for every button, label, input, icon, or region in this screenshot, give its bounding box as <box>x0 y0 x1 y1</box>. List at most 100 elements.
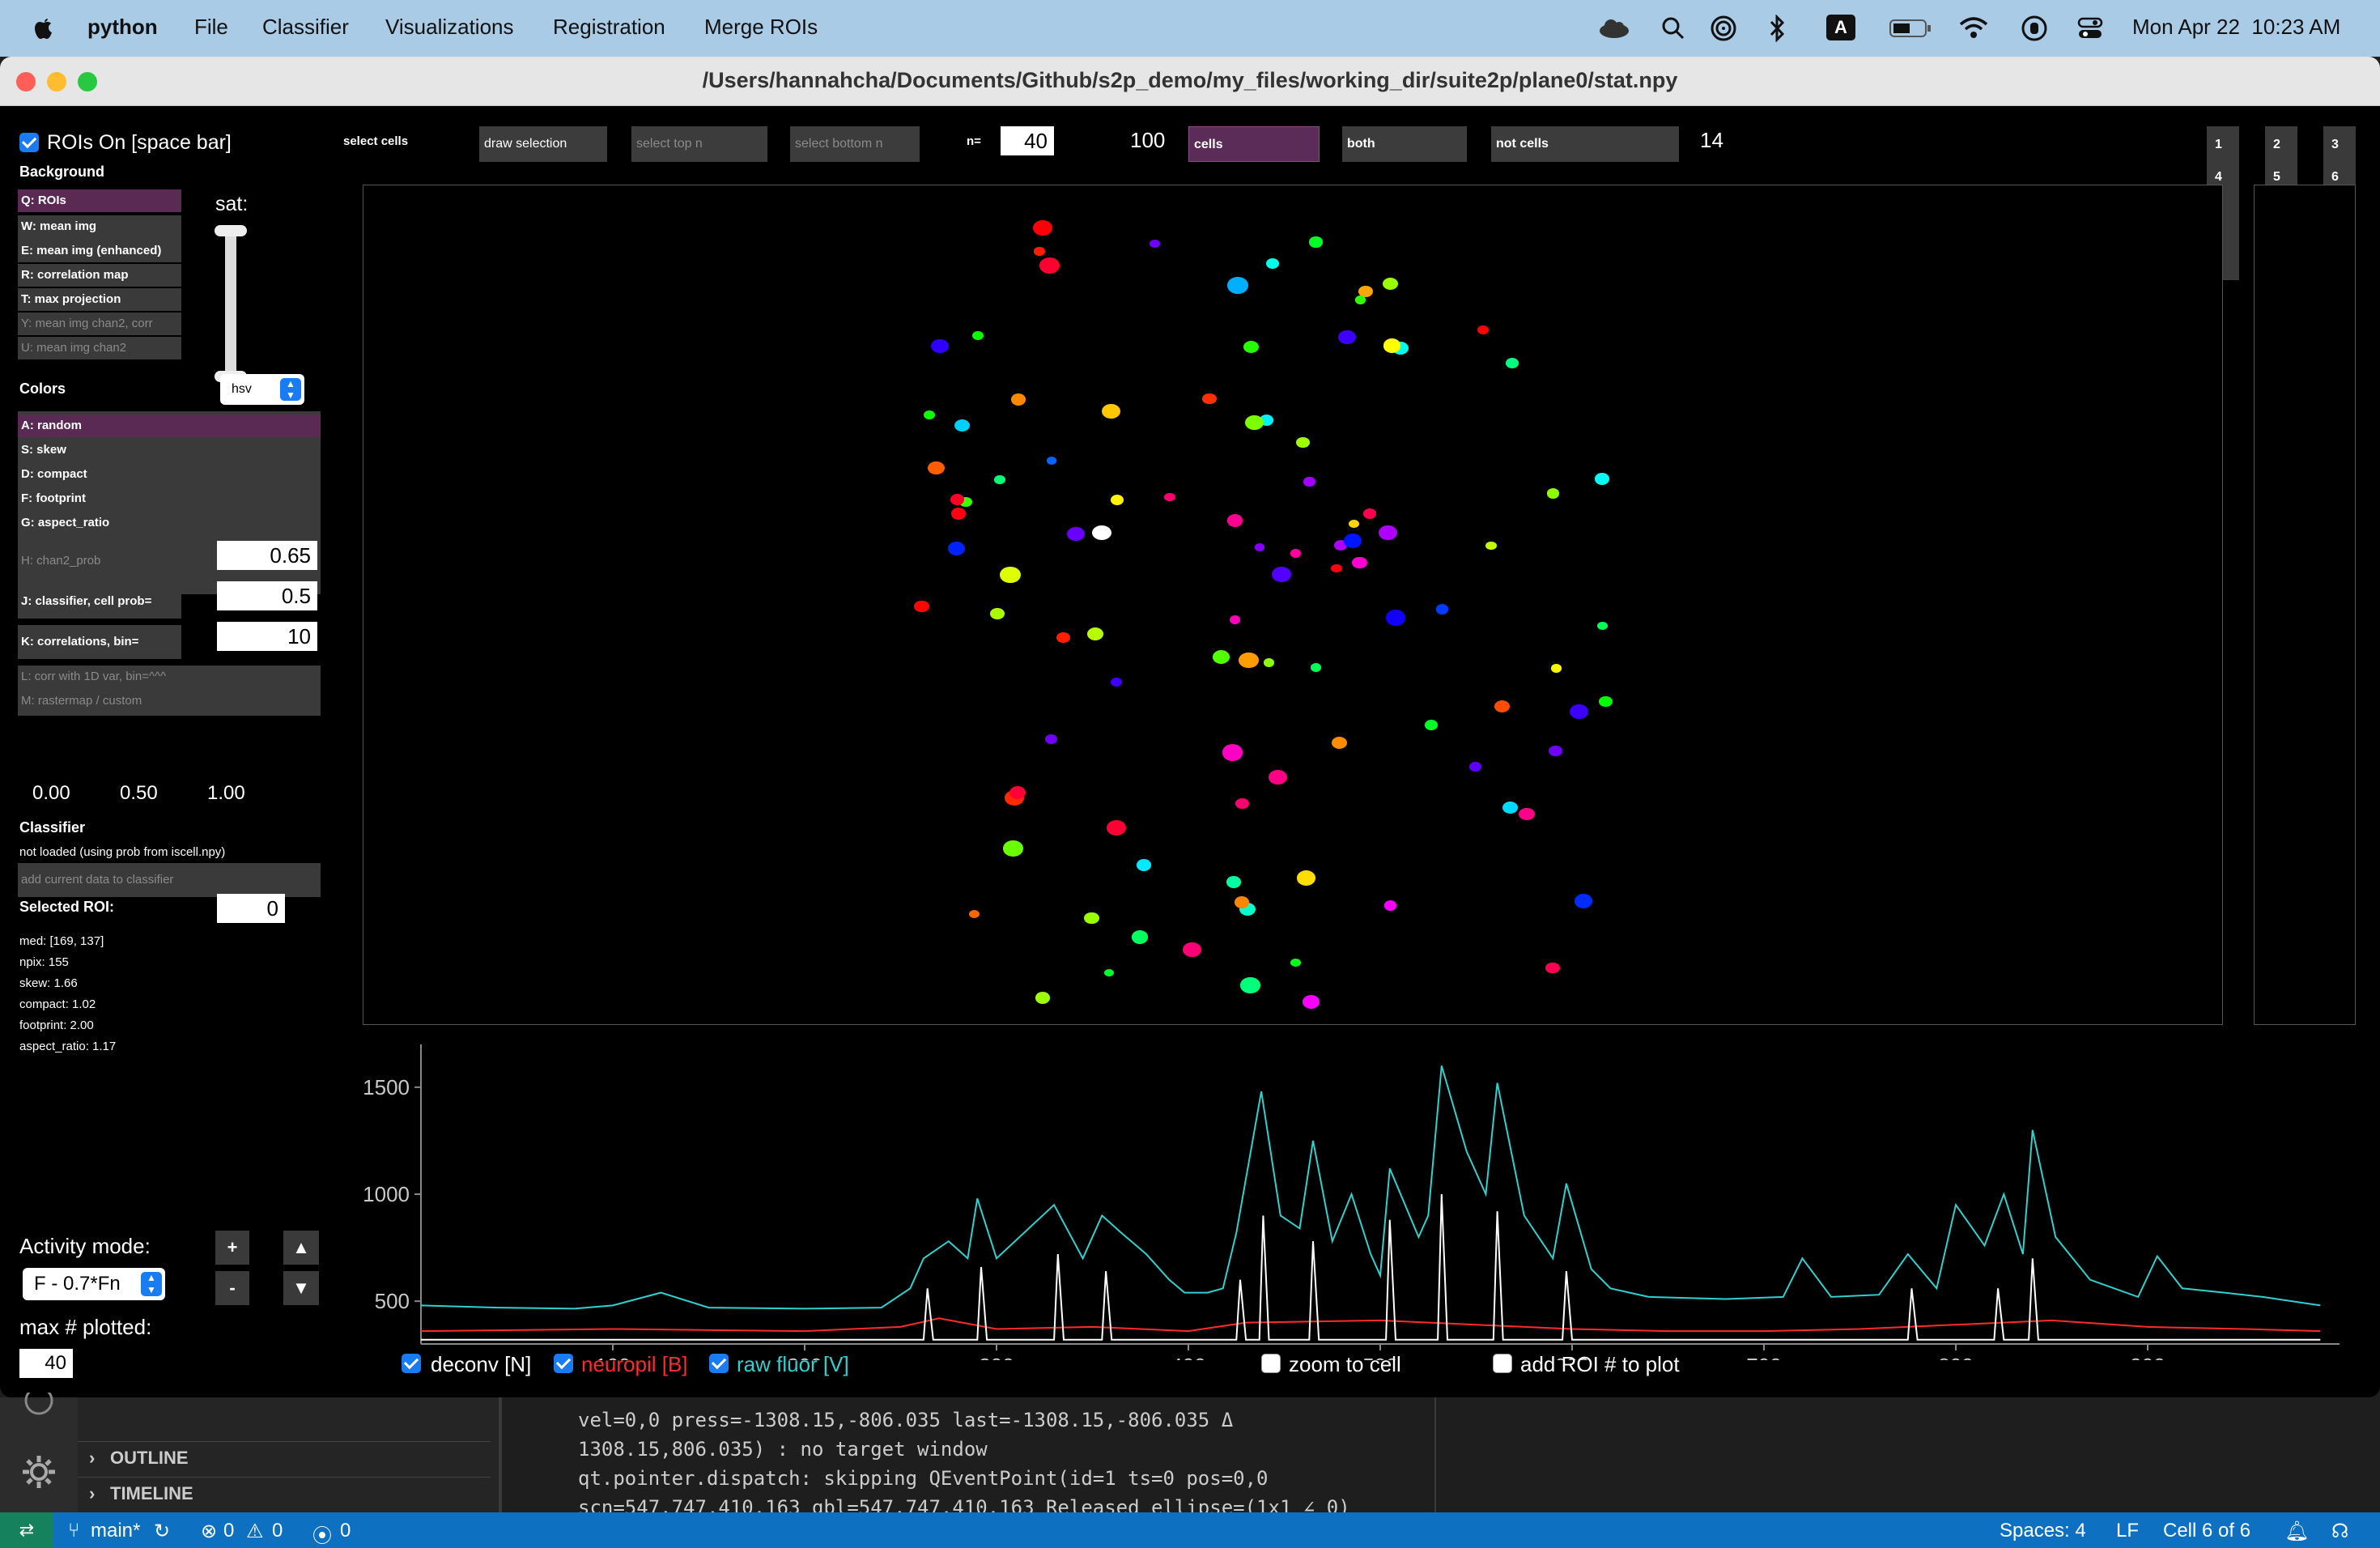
roi-cell[interactable] <box>1545 962 1560 974</box>
up-arrow-button[interactable]: ▲ <box>283 1231 319 1265</box>
roi-cell[interactable] <box>1505 358 1519 369</box>
selected-roi-highlight[interactable] <box>1092 525 1111 540</box>
git-branch[interactable]: main* <box>91 1520 141 1542</box>
roi-cell[interactable] <box>1222 744 1243 761</box>
max-plotted-input[interactable]: 40 <box>19 1349 73 1378</box>
classifier-prob-input[interactable]: 0.5 <box>217 581 317 610</box>
roi-cell[interactable] <box>1303 477 1315 487</box>
roi-cell[interactable] <box>1183 942 1201 957</box>
menu-visualizations[interactable]: Visualizations <box>385 15 514 39</box>
apple-icon[interactable] <box>32 15 55 40</box>
color-skew-button[interactable]: S: skew <box>18 439 321 461</box>
neuropil-checkbox[interactable] <box>554 1354 573 1373</box>
roi-cell[interactable] <box>1009 786 1026 800</box>
deconv-checkbox[interactable] <box>402 1354 421 1373</box>
cloud-icon[interactable] <box>1598 18 1630 39</box>
eol-status[interactable]: LF <box>2116 1520 2140 1542</box>
raw-fluor-checkbox[interactable] <box>709 1354 729 1373</box>
roi-cell[interactable] <box>927 461 945 474</box>
roi-cell[interactable] <box>1424 720 1438 730</box>
side-view[interactable] <box>2254 185 2356 1025</box>
bluetooth-icon[interactable] <box>1768 15 1786 42</box>
roi-cell[interactable] <box>1574 893 1593 908</box>
roi-cell[interactable] <box>994 475 1005 485</box>
roi-cell[interactable] <box>1243 340 1259 353</box>
correlations-button[interactable]: K: correlations, bin= <box>18 625 181 659</box>
classifier-prob-button[interactable]: J: classifier, cell prob= <box>18 585 181 619</box>
color-footprint-button[interactable]: F: footprint <box>18 487 321 510</box>
colormap-select[interactable]: hsv ▲ ▼ <box>220 374 304 405</box>
bell-icon[interactable]: 🔔︎ <box>2284 1520 2310 1542</box>
menu-file[interactable]: File <box>194 15 228 39</box>
roi-cell[interactable] <box>1000 566 1021 584</box>
roi-cell[interactable] <box>1435 604 1448 615</box>
roi-cell[interactable] <box>1362 508 1376 520</box>
battery-icon[interactable] <box>1889 18 1932 39</box>
roi-cell[interactable] <box>1230 615 1241 624</box>
close-window-button[interactable] <box>16 72 36 91</box>
roi-cell[interactable] <box>1302 995 1320 1009</box>
minimize-window-button[interactable] <box>47 72 66 91</box>
roi-cell[interactable] <box>1149 239 1160 248</box>
roi-cell[interactable] <box>1136 859 1152 872</box>
roi-cell[interactable] <box>990 607 1005 619</box>
down-arrow-button[interactable]: ▼ <box>283 1271 319 1305</box>
roi-cell[interactable] <box>1384 900 1397 911</box>
roi-cell[interactable] <box>950 494 964 505</box>
ports-count[interactable]: 0 <box>340 1520 351 1542</box>
wifi-icon[interactable] <box>1959 16 1988 39</box>
chan2-prob-button[interactable]: H: chan2_prob <box>18 544 181 578</box>
selected-roi-input[interactable]: 0 <box>217 894 285 923</box>
roi-cell[interactable] <box>1003 840 1023 857</box>
roi-cell[interactable] <box>1084 912 1099 925</box>
corr-1d-button[interactable]: L: corr with 1D var, bin=^^^ <box>18 666 321 690</box>
roi-cell[interactable] <box>1239 652 1260 669</box>
roi-cell[interactable] <box>1254 543 1264 551</box>
bg-mean-img-button[interactable]: W: mean img <box>18 215 181 240</box>
roi-cell[interactable] <box>1033 219 1052 236</box>
cell-status[interactable]: Cell 6 of 6 <box>2163 1520 2251 1542</box>
roi-cell[interactable] <box>1569 704 1588 720</box>
roi-cell[interactable] <box>1265 258 1279 270</box>
control-center-icon[interactable] <box>2077 16 2103 40</box>
menu-registration[interactable]: Registration <box>553 15 665 39</box>
both-view-button[interactable]: both <box>1342 126 1467 162</box>
sync-icon[interactable]: ↻ <box>154 1520 171 1542</box>
search-icon[interactable] <box>1661 16 1685 40</box>
menu-merge-rois[interactable]: Merge ROIs <box>704 15 818 39</box>
roi-cell[interactable] <box>1164 492 1175 502</box>
decrease-button[interactable]: - <box>215 1271 249 1305</box>
roi-cell[interactable] <box>1034 247 1045 256</box>
activity-mode-select[interactable]: F - 0.7*Fn ▲ ▼ <box>23 1268 165 1300</box>
select-bottom-n-button[interactable]: select bottom n <box>790 126 920 162</box>
roi-cell[interactable] <box>1131 930 1149 944</box>
roi-cell[interactable] <box>1234 895 1250 908</box>
roi-cell[interactable] <box>1355 296 1366 305</box>
roi-cell[interactable] <box>1240 977 1260 993</box>
bg-mean-img-chan2-button[interactable]: U: mean img chan2 <box>18 337 181 359</box>
menubar-datetime[interactable]: Mon Apr 22 10:23 AM <box>2132 15 2341 39</box>
color-aspect-ratio-button[interactable]: G: aspect_ratio <box>18 512 321 534</box>
roi-cell[interactable] <box>1296 870 1316 886</box>
bg-max-projection-button[interactable]: T: max projection <box>18 288 181 311</box>
roi-cell[interactable] <box>1597 622 1608 630</box>
roi-cell[interactable] <box>923 410 935 419</box>
roi-cell[interactable] <box>1111 677 1123 687</box>
zoom-window-button[interactable] <box>78 72 97 91</box>
roi-cell[interactable] <box>1046 456 1057 465</box>
roi-cell[interactable] <box>1477 325 1489 334</box>
roi-cell[interactable] <box>1268 769 1287 785</box>
roi-cell[interactable] <box>1102 403 1120 419</box>
roi-image-view[interactable] <box>363 185 2223 1025</box>
roi-cell[interactable] <box>1383 338 1401 353</box>
roi-cell[interactable] <box>1044 734 1058 745</box>
color-compact-button[interactable]: D: compact <box>18 463 321 486</box>
select-top-n-button[interactable]: select top n <box>631 126 767 162</box>
roi-cell[interactable] <box>1485 541 1497 551</box>
roi-cell[interactable] <box>1338 330 1356 345</box>
roi-cell[interactable] <box>1352 556 1367 569</box>
roi-cell[interactable] <box>1296 436 1311 449</box>
correlations-bin-input[interactable]: 10 <box>217 622 317 651</box>
feedback-icon[interactable]: ☊ <box>2331 1520 2349 1542</box>
not-cells-view-button[interactable]: not cells <box>1491 126 1679 162</box>
